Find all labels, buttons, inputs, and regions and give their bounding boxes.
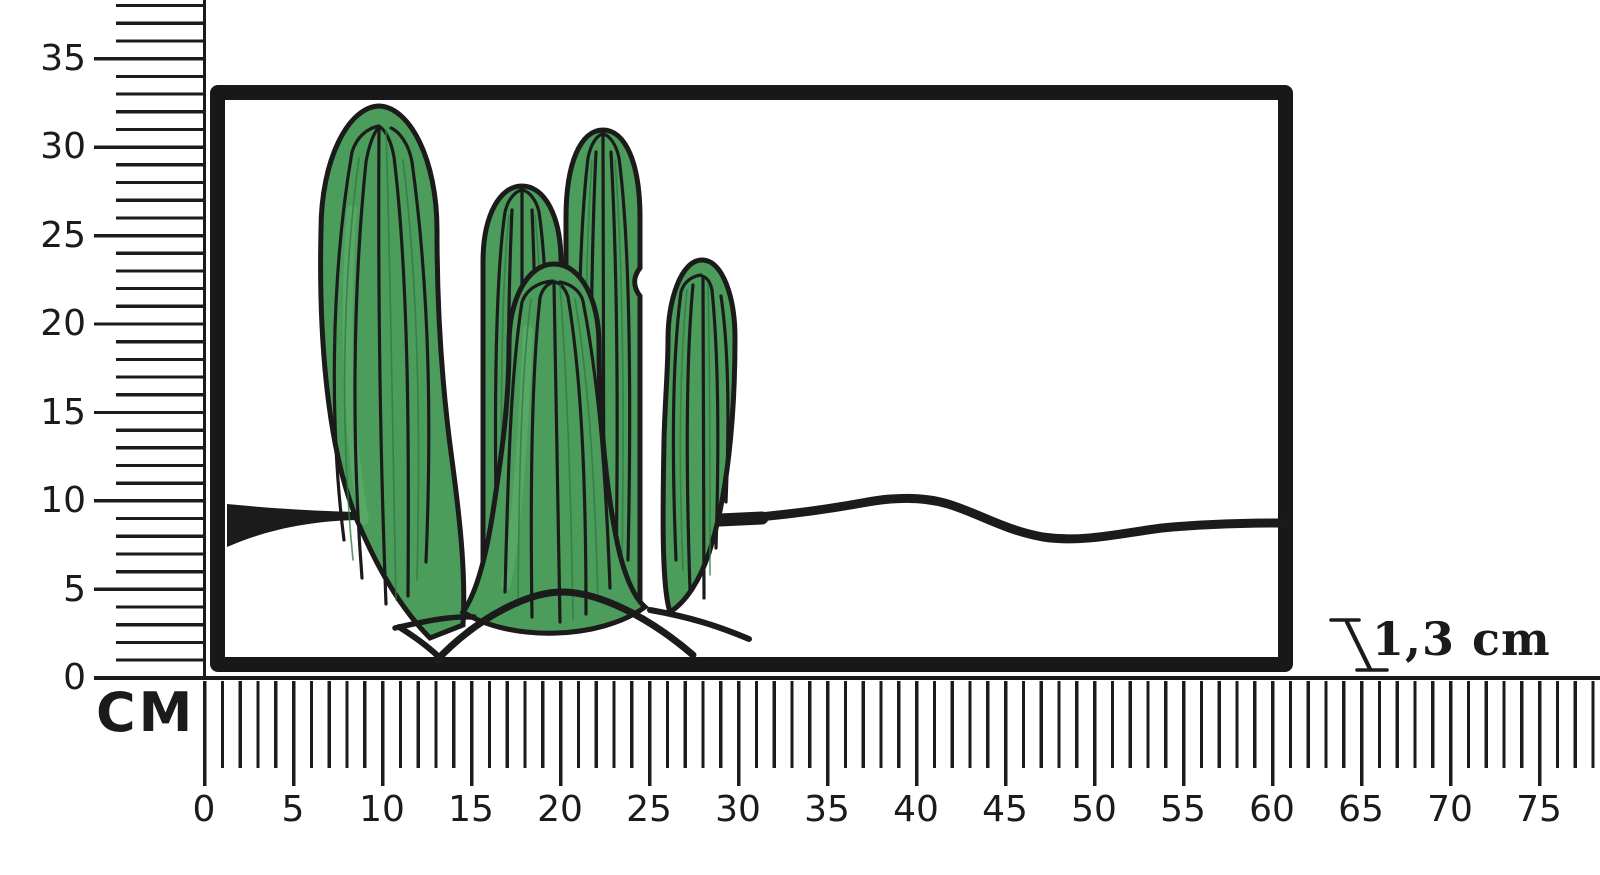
horizontal-ruler-label: 30: [715, 789, 761, 830]
vertical-ruler-label: 35: [40, 37, 86, 79]
horizontal-ruler-label: 40: [893, 789, 939, 830]
horizontal-ruler-major-ticks: [202, 681, 1548, 786]
vertical-ruler-label: 25: [40, 214, 86, 256]
horizontal-ruler-label: 15: [448, 789, 494, 830]
cactus-stem-big-left: [318, 103, 467, 641]
vertical-ruler-spine: [202, 0, 207, 678]
vertical-ruler-label: 10: [40, 480, 86, 522]
horizontal-ruler-label: 20: [537, 789, 583, 830]
horizon-line-right: [694, 493, 1290, 544]
cactus-stem-right: [660, 257, 738, 616]
vertical-ruler-label: 0: [63, 657, 86, 698]
horizontal-ruler-label: 70: [1427, 789, 1473, 830]
vertical-ruler-label: 30: [40, 126, 86, 168]
horizontal-ruler-label: 35: [804, 789, 850, 830]
horizontal-ruler-label: 65: [1338, 789, 1384, 830]
horizontal-ruler-label: 45: [982, 789, 1028, 830]
ruler-unit-label: CM: [96, 681, 196, 744]
horizontal-ruler-label: 25: [626, 789, 672, 830]
vertical-ruler-label: 20: [40, 303, 86, 345]
horizontal-ruler-label: 75: [1516, 789, 1562, 830]
vertical-ruler-label: 15: [40, 391, 86, 433]
cactus-stem-front: [459, 261, 649, 636]
vertical-ruler-major-ticks: [94, 57, 204, 681]
horizontal-ruler-label: 55: [1160, 789, 1206, 830]
depth-thickness-icon: [1329, 618, 1389, 672]
horizon-line-left: [227, 504, 357, 547]
horizontal-ruler-label: 60: [1249, 789, 1295, 830]
horizontal-ruler-label: 10: [359, 789, 405, 830]
sand-mound: [392, 588, 752, 664]
horizontal-ruler-baseline: [94, 676, 1600, 680]
horizontal-ruler-label: 5: [281, 789, 305, 830]
metal-frame: [210, 85, 1293, 672]
horizontal-ruler-label: 0: [192, 789, 216, 830]
depth-value-label: 1,3 cm: [1372, 612, 1551, 666]
vertical-ruler-label: 5: [63, 568, 86, 610]
horizontal-ruler-label: 50: [1071, 789, 1117, 830]
